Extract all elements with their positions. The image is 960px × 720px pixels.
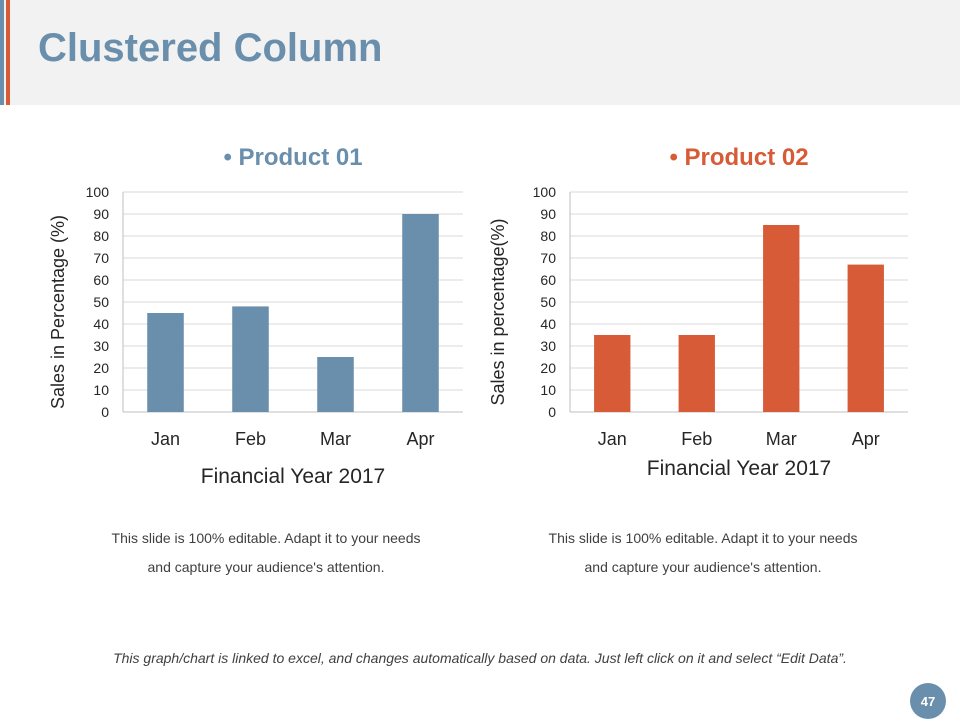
title-text: Product 01 — [239, 144, 363, 171]
y-tick-label: 30 — [540, 338, 556, 354]
caption-left: This slide is 100% editable. Adapt it to… — [111, 530, 421, 575]
chart-product-02-svg: • Product 02 0 10 20 30 40 50 60 70 80 90 100 Jan Feb… — [488, 144, 908, 480]
x-tick-label: Mar — [766, 429, 797, 449]
y-tick-label: 80 — [93, 228, 109, 244]
bar-feb — [678, 335, 715, 412]
y-tick-label: 40 — [93, 316, 109, 332]
y-tick-label: 60 — [540, 272, 556, 288]
y-tick-label: 20 — [93, 360, 109, 376]
y-axis-title: Sales in percentage(%) — [488, 218, 508, 405]
y-tick-label: 60 — [93, 272, 109, 288]
y-tick-label: 0 — [548, 404, 556, 420]
bar-mar — [763, 225, 800, 412]
x-tick-label: Jan — [151, 429, 180, 449]
y-tick-label: 0 — [101, 404, 109, 420]
accent-bar-blue — [0, 0, 4, 105]
x-tick-label: Feb — [235, 429, 266, 449]
x-axis-title: Financial Year 2017 — [647, 457, 831, 480]
y-tick-label: 80 — [540, 228, 556, 244]
x-tick-label: Apr — [852, 429, 880, 449]
title-text: Product 02 — [685, 144, 809, 171]
y-tick-label: 20 — [540, 360, 556, 376]
title-bullet: • — [669, 144, 684, 171]
x-tick-label: Feb — [681, 429, 712, 449]
y-tick-label: 40 — [540, 316, 556, 332]
chart-product-01-svg: • Product 01 0 10 20 30 40 50 60 70 80 90 100 Jan Feb… — [48, 144, 463, 488]
bar-feb — [232, 306, 269, 412]
bar-jan — [147, 313, 184, 412]
bar-mar — [317, 357, 354, 412]
y-tick-label: 70 — [93, 250, 109, 266]
y-tick-label: 70 — [540, 250, 556, 266]
title-bullet: • — [223, 144, 238, 171]
chart-product-02[interactable]: • Product 02 0 10 20 30 40 50 60 70 80 90 100 Jan Feb… — [478, 130, 918, 500]
x-tick-label: Mar — [320, 429, 351, 449]
caption-right: This slide is 100% editable. Adapt it to… — [548, 530, 858, 575]
y-tick-label: 90 — [540, 206, 556, 222]
x-tick-label: Jan — [598, 429, 627, 449]
chart-title: • Product 02 — [669, 144, 808, 171]
y-tick-label: 100 — [533, 184, 557, 200]
y-tick-label: 30 — [93, 338, 109, 354]
slide-title: Clustered Column — [38, 26, 383, 70]
y-axis-title: Sales in Percentage (%) — [48, 215, 68, 409]
page-number-badge: 47 — [910, 683, 946, 719]
y-tick-label: 10 — [93, 382, 109, 398]
footer-note: This graph/chart is linked to excel, and… — [113, 650, 847, 666]
y-tick-label: 90 — [93, 206, 109, 222]
y-tick-label: 50 — [540, 294, 556, 310]
bar-jan — [594, 335, 631, 412]
x-tick-label: Apr — [406, 429, 434, 449]
accent-bar-red — [6, 0, 10, 105]
bar-apr — [402, 214, 439, 412]
y-tick-label: 100 — [86, 184, 110, 200]
y-tick-label: 50 — [93, 294, 109, 310]
y-tick-label: 10 — [540, 382, 556, 398]
title-bar: Clustered Column — [0, 0, 960, 105]
chart-product-01[interactable]: • Product 01 0 10 20 30 40 50 60 70 80 90 100 Jan Feb… — [30, 130, 470, 500]
chart-title: • Product 01 — [223, 144, 362, 171]
bar-apr — [847, 264, 884, 412]
x-axis-title: Financial Year 2017 — [201, 465, 385, 488]
